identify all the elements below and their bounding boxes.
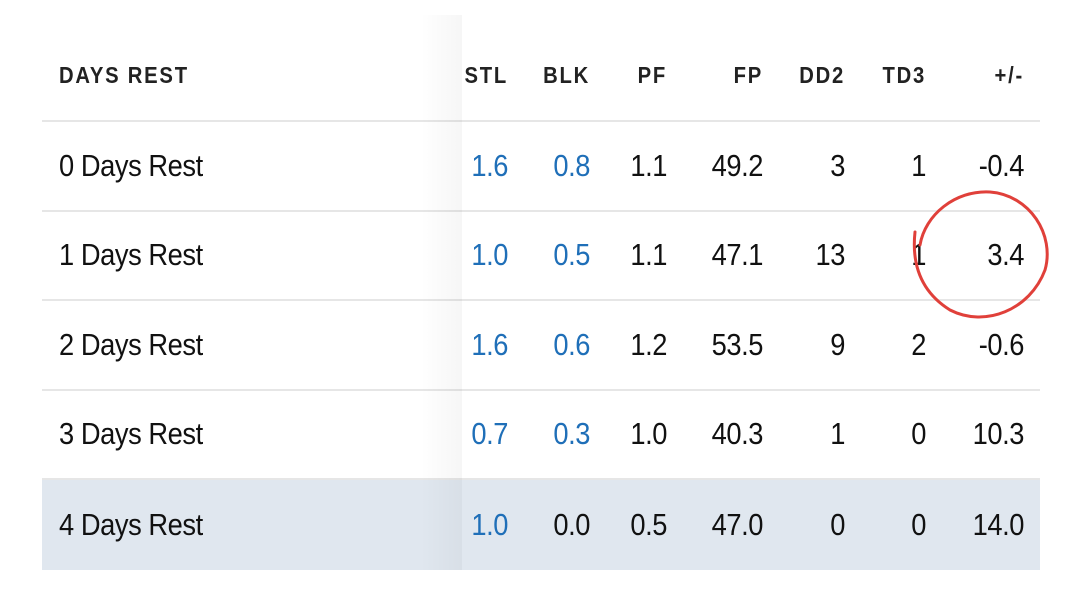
pf-cell: 1.1 [630,237,667,273]
td3-cell: 2 [911,326,926,362]
pm-cell: 3.4 [987,237,1024,273]
header-plus-minus[interactable]: +/- [994,61,1024,88]
table-row: 4 Days Rest 1.0 0.0 0.5 47.0 0 0 14.0 [42,480,1040,570]
header-pf[interactable]: PF [637,61,667,88]
header-days-rest[interactable]: DAYS REST [59,61,189,88]
row-label: 3 Days Rest [59,416,203,452]
td3-cell: 0 [911,416,926,452]
table-row: 1 Days Rest 1.0 0.5 1.1 47.1 13 1 3.4 [42,212,1040,301]
pm-cell: 10.3 [972,416,1025,452]
stl-cell-link[interactable]: 1.6 [471,326,508,362]
fp-cell: 49.2 [711,147,764,183]
dd2-cell: 0 [830,506,845,542]
blk-cell-link[interactable]: 0.5 [553,237,590,273]
pm-cell: -0.4 [978,147,1025,183]
stl-cell-link[interactable]: 1.0 [471,506,508,542]
row-label: 4 Days Rest [59,506,203,542]
pf-cell: 1.1 [630,147,667,183]
pf-cell: 0.5 [630,506,667,542]
dd2-cell: 13 [815,237,846,273]
header-fp[interactable]: FP [733,61,763,88]
header-blk[interactable]: BLK [543,61,590,88]
pf-cell: 1.0 [630,416,667,452]
table-header: DAYS REST STL BLK PF FP DD2 TD3 +/- [42,30,1040,122]
fp-cell: 47.0 [711,506,764,542]
pm-cell: -0.6 [978,326,1025,362]
table-row: 2 Days Rest 1.6 0.6 1.2 53.5 9 2 -0.6 [42,301,1040,391]
fp-cell: 47.1 [711,237,764,273]
blk-cell: 0.0 [553,506,590,542]
stl-cell-link[interactable]: 1.6 [471,147,508,183]
dd2-cell: 3 [830,147,845,183]
header-dd2[interactable]: DD2 [799,61,845,88]
dd2-cell: 9 [830,326,845,362]
table-row: 3 Days Rest 0.7 0.3 1.0 40.3 1 0 10.3 [42,391,1040,480]
dd2-cell: 1 [830,416,845,452]
stl-cell-link[interactable]: 0.7 [471,416,508,452]
days-rest-stats-table: DAYS REST STL BLK PF FP DD2 TD3 +/- 0 Da… [42,30,1040,570]
td3-cell: 1 [911,237,926,273]
blk-cell-link[interactable]: 0.8 [553,147,590,183]
header-td3[interactable]: TD3 [882,61,926,88]
pm-cell: 14.0 [972,506,1025,542]
td3-cell: 1 [911,147,926,183]
stl-cell-link[interactable]: 1.0 [471,237,508,273]
td3-cell: 0 [911,506,926,542]
blk-cell-link[interactable]: 0.6 [553,326,590,362]
fp-cell: 40.3 [711,416,764,452]
fp-cell: 53.5 [711,326,764,362]
header-stl[interactable]: STL [464,61,508,88]
row-label: 1 Days Rest [59,237,203,273]
table-row: 0 Days Rest 1.6 0.8 1.1 49.2 3 1 -0.4 [42,122,1040,212]
row-label: 2 Days Rest [59,326,203,362]
row-label: 0 Days Rest [59,147,203,183]
pf-cell: 1.2 [630,326,667,362]
blk-cell-link[interactable]: 0.3 [553,416,590,452]
